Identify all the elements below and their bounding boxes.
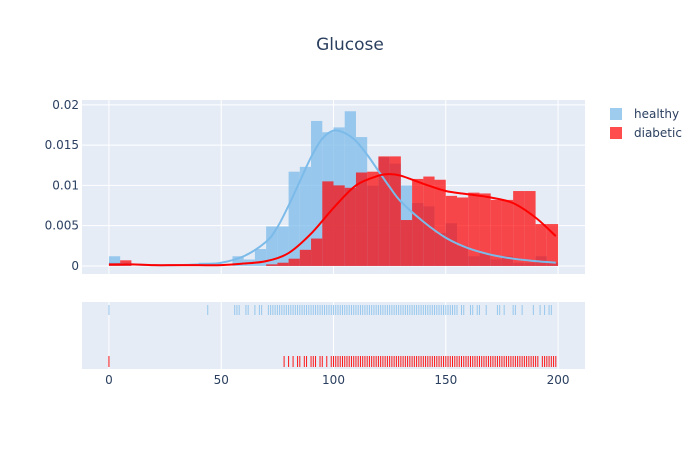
rug-series-diabetic (108, 356, 557, 367)
histogram-bar (232, 256, 244, 266)
rug-series-healthy (108, 305, 552, 315)
histogram-bar (546, 224, 559, 266)
histogram-bar (412, 178, 424, 266)
y-tick-label: 0.02 (52, 98, 79, 112)
x-tick-label: 0 (105, 373, 113, 387)
histogram-bar (288, 171, 300, 266)
histogram-plot-area: 0 0.005 0.01 0.015 0.02 (45, 98, 585, 274)
histogram-bar (108, 256, 121, 266)
legend-label: diabetic (634, 126, 682, 140)
kde-line-diabetic (108, 173, 557, 267)
histogram-bar (445, 195, 458, 266)
histogram-bar (288, 258, 300, 266)
histogram-bar (277, 262, 289, 266)
histogram-bar (344, 187, 356, 266)
legend-label: healthy (634, 107, 679, 121)
legend-swatch (610, 127, 622, 139)
legend-item-diabetic[interactable]: diabetic (610, 126, 682, 140)
histogram-series-diabetic (108, 156, 559, 266)
histogram-bar (513, 191, 525, 266)
x-tick-label: 50 (214, 373, 229, 387)
histogram-bar (479, 193, 491, 266)
y-tick-label: 0.005 (45, 219, 79, 233)
histogram-bar (434, 179, 446, 266)
histogram-bar (311, 120, 323, 266)
histogram-bar (400, 220, 413, 266)
histogram-bar (266, 226, 278, 266)
histogram-bar (378, 156, 390, 266)
histogram-bar (333, 185, 345, 266)
histogram-bar (490, 199, 502, 266)
kde-line-healthy (108, 129, 556, 267)
histogram-bar (501, 199, 514, 266)
y-tick-label: 0.015 (45, 138, 79, 152)
histogram-bar (299, 249, 312, 266)
histogram-bar (457, 197, 469, 266)
histogram-bar (367, 171, 379, 266)
legend-item-healthy[interactable]: healthy (610, 107, 679, 121)
histogram-bar (266, 264, 278, 266)
y-tick-label: 0 (71, 259, 79, 273)
histogram-bar (524, 191, 536, 266)
histogram-bar (311, 238, 323, 266)
x-tick-label: 150 (434, 373, 457, 387)
rug-plot-area: 0 50 100 150 200 (82, 302, 585, 387)
legend: healthy diabetic (610, 107, 682, 140)
chart-title: Glucose (316, 35, 384, 55)
histogram-bar (322, 181, 334, 266)
histogram-bar (535, 224, 547, 266)
histogram-bar (355, 172, 368, 266)
histogram-bar (423, 176, 435, 266)
x-tick-label: 100 (322, 373, 345, 387)
y-tick-label: 0.01 (52, 178, 79, 192)
histogram-bar (254, 249, 267, 266)
legend-swatch (610, 108, 622, 120)
x-tick-label: 200 (547, 373, 570, 387)
histogram-bar (468, 192, 480, 266)
histogram-bar (277, 226, 289, 266)
histogram-bar (120, 260, 132, 266)
histogram-bar (389, 156, 401, 266)
histogram-bar (299, 166, 312, 266)
